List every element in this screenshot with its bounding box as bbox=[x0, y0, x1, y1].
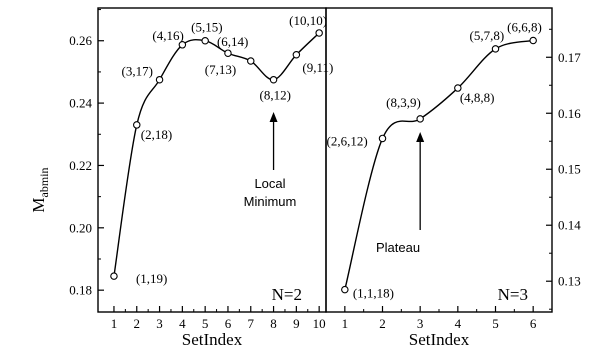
point-label: (4,16) bbox=[152, 28, 183, 43]
data-point bbox=[315, 29, 323, 37]
point-label: (5,15) bbox=[191, 20, 222, 35]
data-point bbox=[529, 36, 537, 45]
annotation-arrowhead bbox=[269, 112, 278, 122]
panel-label: N=3 bbox=[498, 285, 528, 304]
x-tick-label: 3 bbox=[417, 316, 424, 331]
x-tick-label: 7 bbox=[248, 316, 255, 331]
data-point bbox=[155, 75, 164, 84]
y-axis-label-main: M bbox=[29, 197, 48, 212]
data-point bbox=[292, 51, 301, 59]
data-point bbox=[178, 41, 187, 49]
plot-frame-0 bbox=[97, 7, 327, 313]
point-label: (2,18) bbox=[141, 127, 172, 142]
point-label: (10,10) bbox=[289, 13, 327, 28]
y-tick-label: 0.14 bbox=[558, 218, 581, 233]
point-label: (8,12) bbox=[260, 88, 291, 103]
annotation-text: Minimum bbox=[244, 194, 297, 209]
point-label: (1,19) bbox=[136, 271, 167, 286]
annotation-arrowhead bbox=[416, 132, 425, 142]
point-label: (6,6,8) bbox=[507, 19, 542, 34]
x-tick-label: 1 bbox=[111, 316, 118, 331]
x-tick-label: 4 bbox=[455, 316, 462, 331]
annotation-text: Local bbox=[254, 176, 285, 191]
y-axis-label-sub: abmin bbox=[37, 167, 51, 197]
data-point bbox=[247, 57, 255, 65]
point-label: (3,17) bbox=[122, 64, 153, 79]
point-label: (9,11) bbox=[302, 60, 333, 75]
x-tick-label: 1 bbox=[342, 316, 349, 331]
x-tick-label: 10 bbox=[313, 316, 326, 331]
x-tick-label: 4 bbox=[179, 316, 186, 331]
point-label: (8,3,9) bbox=[386, 95, 421, 110]
y-tick-label: 0.13 bbox=[558, 274, 581, 289]
x-tick-label: 3 bbox=[156, 316, 163, 331]
annotation-text: Plateau bbox=[376, 240, 420, 255]
y-tick-label: 0.20 bbox=[69, 220, 92, 235]
panel-left-n2: 1 2 3 4 5 6 7 8 9 100.180.200.220.240.26SetIndex(… bbox=[69, 7, 333, 349]
x-tick-label: 6 bbox=[530, 316, 537, 331]
point-label: (2,6,12) bbox=[327, 133, 368, 148]
panel-label: N=2 bbox=[272, 285, 302, 304]
y-axis-label: Mabmin bbox=[29, 167, 51, 212]
y-tick-label: 0.26 bbox=[69, 33, 92, 48]
data-point bbox=[378, 134, 387, 143]
y-tick-label: 0.15 bbox=[558, 162, 581, 177]
panel-right-n3: 1 2 3 4 5 6 0.13 0.14 0.15 0.16 0.17 SetIndex (1,1,1… bbox=[325, 7, 581, 349]
x-tick-label: 5 bbox=[492, 316, 499, 331]
point-label: (4,8,8) bbox=[460, 90, 495, 105]
x-tick-label: 5 bbox=[202, 316, 209, 331]
x-tick-label: 9 bbox=[293, 316, 300, 331]
data-point bbox=[224, 49, 232, 57]
x-tick-label: 6 bbox=[225, 316, 232, 331]
point-label: (5,7,8) bbox=[470, 28, 505, 43]
y-tick-label: 0.18 bbox=[69, 283, 92, 298]
x-tick-label: 2 bbox=[134, 316, 141, 331]
plot-frame-1 bbox=[325, 7, 553, 313]
y-tick-label: 0.16 bbox=[558, 106, 581, 121]
x-tick-label: 2 bbox=[379, 316, 386, 331]
y-tick-label: 0.24 bbox=[69, 96, 92, 111]
y-tick-label: 0.17 bbox=[558, 50, 581, 65]
point-label: (1,1,18) bbox=[353, 286, 394, 301]
x-tick-label: 8 bbox=[270, 316, 277, 331]
data-point bbox=[201, 36, 209, 45]
data-point bbox=[133, 121, 141, 129]
x-axis-label: SetIndex bbox=[182, 330, 243, 349]
series-curve bbox=[344, 39, 534, 290]
x-axis-label: SetIndex bbox=[409, 330, 470, 349]
data-point bbox=[454, 84, 462, 92]
y-tick-label: 0.22 bbox=[69, 158, 92, 173]
data-point bbox=[416, 115, 424, 123]
data-point bbox=[269, 75, 278, 84]
point-label: (7,13) bbox=[205, 62, 236, 77]
point-label: (6,14) bbox=[217, 34, 248, 49]
data-point bbox=[110, 272, 118, 280]
data-point bbox=[491, 45, 500, 53]
data-point bbox=[341, 285, 349, 294]
